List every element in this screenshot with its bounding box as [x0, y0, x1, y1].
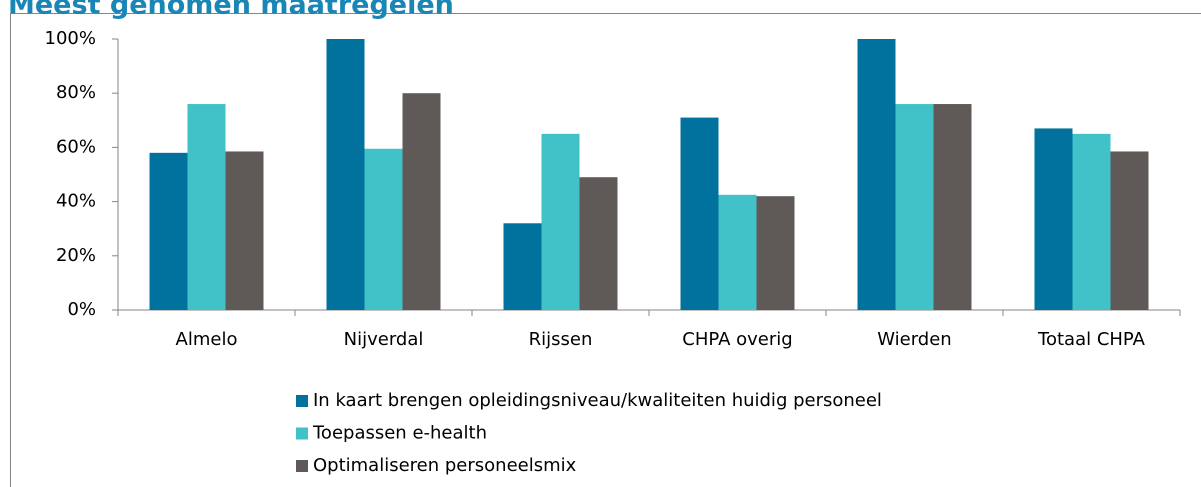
x-tick-label: Wierden — [877, 329, 951, 350]
legend-label: In kaart brengen opleidingsniveau/kwalit… — [313, 390, 882, 411]
bar — [718, 194, 757, 310]
y-tick-label: 20% — [56, 245, 96, 266]
x-tick-label: CHPA overig — [682, 329, 792, 350]
bar — [225, 151, 264, 310]
bar — [857, 39, 896, 310]
x-tick-label: Almelo — [176, 329, 238, 350]
chart-frame — [10, 13, 1201, 487]
x-tick-label: Totaal CHPA — [1037, 329, 1146, 350]
bar — [895, 104, 934, 310]
bar — [541, 133, 580, 310]
bar — [1110, 151, 1149, 310]
bar — [503, 223, 542, 310]
bar — [149, 152, 188, 310]
bar — [756, 196, 795, 310]
bar — [680, 117, 719, 310]
bar — [1034, 128, 1073, 310]
y-tick-label: 80% — [56, 82, 96, 103]
legend-swatch — [296, 395, 308, 407]
y-tick-label: 100% — [45, 28, 96, 49]
bar — [326, 39, 365, 310]
legend-swatch — [296, 427, 308, 440]
legend-label: Optimaliseren personeelsmix — [313, 455, 577, 476]
legend-swatch — [296, 460, 308, 472]
y-tick-label: 60% — [56, 136, 96, 157]
x-tick-label: Rijssen — [529, 329, 593, 350]
bar — [1072, 133, 1111, 310]
bar — [187, 104, 226, 310]
bar — [579, 177, 618, 310]
x-tick-label: Nijverdal — [344, 329, 424, 350]
bar — [933, 104, 972, 310]
bar — [364, 148, 403, 310]
legend-label: Toepassen e-health — [312, 423, 487, 444]
chart-title: Meest genomen maatregelen — [8, 0, 454, 21]
y-tick-label: 0% — [67, 299, 96, 320]
bar — [402, 93, 441, 310]
y-tick-label: 40% — [56, 191, 96, 212]
